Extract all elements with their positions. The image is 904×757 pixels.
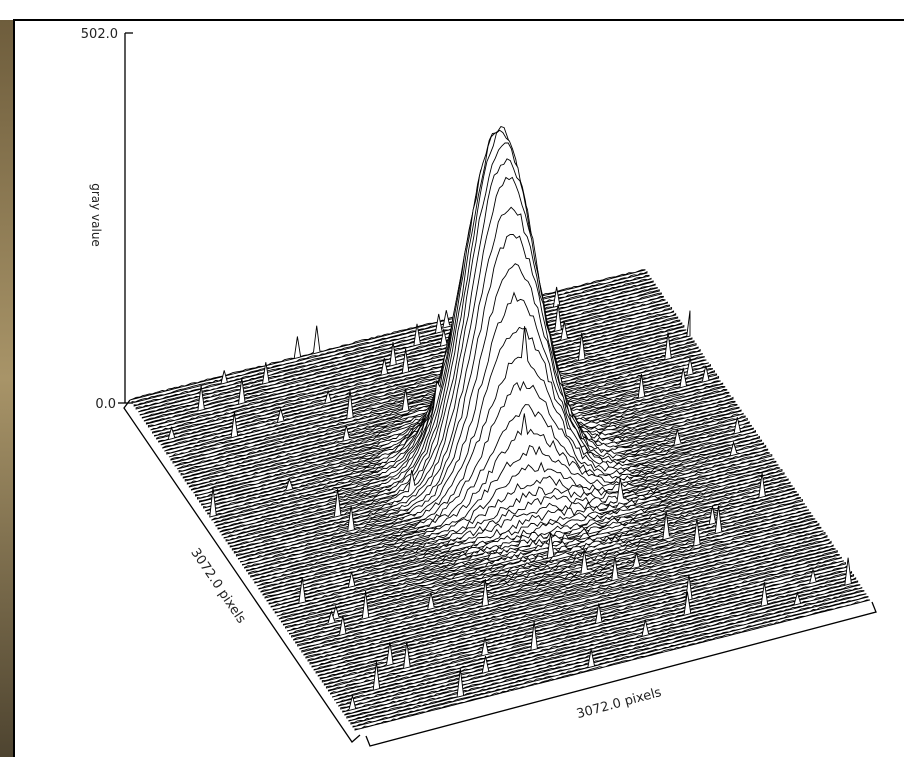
z-max-label: 502.0	[81, 27, 118, 42]
surface-plot-window: 502.0 0.0 gray value 3072.0 pixels 3072.…	[0, 0, 904, 757]
z-min-label: 0.0	[95, 397, 116, 412]
z-axis-label: gray value	[89, 183, 103, 247]
page: 502.0 0.0 gray value 3072.0 pixels 3072.…	[0, 0, 904, 757]
header-strip	[0, 0, 904, 20]
left-photo-strip	[0, 0, 13, 757]
